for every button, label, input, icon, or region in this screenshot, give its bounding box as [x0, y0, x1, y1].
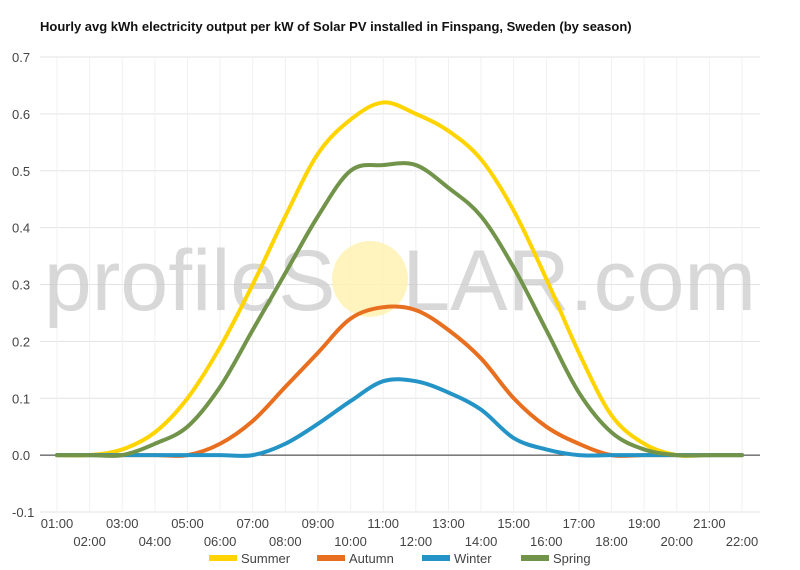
- x-tick-label: 02:00: [73, 534, 106, 549]
- x-tick-label: 22:00: [726, 534, 759, 549]
- x-tick-label: 19:00: [628, 516, 661, 531]
- y-tick-label: 0.1: [12, 391, 30, 406]
- x-tick-label: 16:00: [530, 534, 563, 549]
- legend-swatch: [209, 555, 237, 561]
- x-tick-label: 18:00: [595, 534, 628, 549]
- chart-title: Hourly avg kWh electricity output per kW…: [40, 19, 632, 34]
- x-tick-label: 04:00: [139, 534, 172, 549]
- x-tick-label: 11:00: [367, 516, 399, 531]
- series-lines: [55, 100, 744, 458]
- x-tick-label: 03:00: [106, 516, 139, 531]
- legend-label: Autumn: [349, 551, 394, 566]
- legend: Summer Autumn Winter Spring: [209, 551, 591, 566]
- y-tick-label: 0.6: [12, 107, 30, 122]
- x-tick-label: 14:00: [465, 534, 498, 549]
- watermark-text-left: profileS: [44, 233, 336, 329]
- legend-item-spring[interactable]: Spring: [521, 551, 591, 566]
- y-axis-tick-labels: -0.1 0.0 0.1 0.2 0.3 0.4 0.5 0.6 0.7: [12, 50, 34, 520]
- y-tick-label: 0.0: [12, 448, 30, 463]
- x-tick-label: 10:00: [334, 534, 367, 549]
- y-tick-label: 0.2: [12, 334, 30, 349]
- y-tick-label: 0.3: [12, 278, 30, 293]
- y-tick-label: -0.1: [12, 505, 34, 520]
- x-tick-label: 21:00: [693, 516, 726, 531]
- legend-label: Spring: [553, 551, 591, 566]
- x-tick-label: 07:00: [236, 516, 269, 531]
- watermark-text-middle: O: [336, 233, 403, 329]
- x-tick-label: 05:00: [171, 516, 204, 531]
- x-tick-label: 08:00: [269, 534, 302, 549]
- legend-item-autumn[interactable]: Autumn: [317, 551, 394, 566]
- x-tick-label: 06:00: [204, 534, 237, 549]
- x-tick-label: 09:00: [302, 516, 335, 531]
- y-tick-label: 0.4: [12, 221, 30, 236]
- y-tick-label: 0.5: [12, 164, 30, 179]
- legend-swatch: [317, 555, 345, 561]
- legend-item-winter[interactable]: Winter: [422, 551, 492, 566]
- x-tick-label: 01:00: [41, 516, 74, 531]
- watermark-sun-icon: [332, 241, 408, 317]
- legend-item-summer[interactable]: Summer: [209, 551, 291, 566]
- legend-swatch: [422, 555, 450, 561]
- watermark-text: profileSOLAR.com: [44, 233, 756, 329]
- legend-swatch: [521, 555, 549, 561]
- x-tick-label: 15:00: [497, 516, 530, 531]
- watermark: profileSOLAR.com: [44, 233, 756, 329]
- series-line-spring: [55, 161, 744, 458]
- x-tick-label: 13:00: [432, 516, 465, 531]
- x-tick-label: 20:00: [660, 534, 693, 549]
- legend-label: Summer: [241, 551, 291, 566]
- legend-label: Winter: [454, 551, 492, 566]
- x-tick-label: 17:00: [563, 516, 596, 531]
- watermark-text-right: LAR.com: [402, 233, 756, 329]
- x-tick-label: 12:00: [400, 534, 433, 549]
- y-tick-label: 0.7: [12, 50, 30, 65]
- series-line-summer: [55, 100, 744, 458]
- series-line-winter: [55, 377, 744, 458]
